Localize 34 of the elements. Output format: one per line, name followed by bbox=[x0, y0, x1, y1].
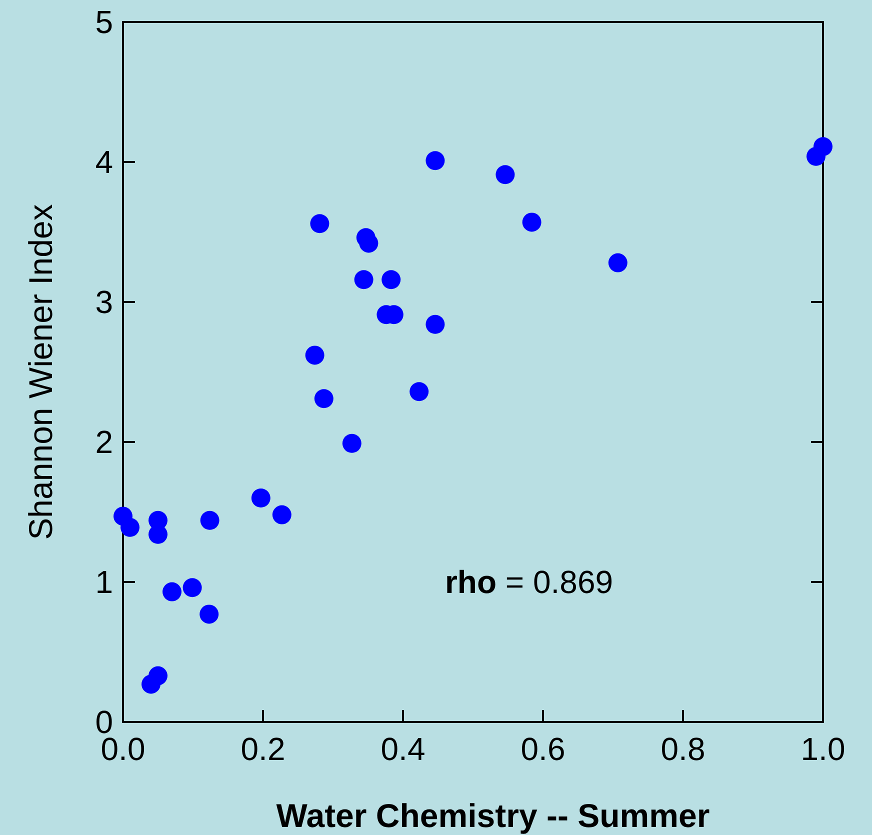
y-axis-title: Shannon Wiener Index bbox=[22, 204, 59, 540]
point bbox=[814, 137, 832, 156]
y-tick-label: 3 bbox=[95, 284, 113, 320]
point bbox=[382, 270, 401, 290]
point bbox=[120, 518, 140, 537]
point bbox=[200, 604, 219, 624]
point bbox=[251, 488, 270, 508]
x-tick-label: 0.8 bbox=[660, 731, 706, 767]
point bbox=[354, 270, 374, 290]
x-tick-label: 0.2 bbox=[240, 731, 286, 767]
point bbox=[608, 253, 628, 272]
point bbox=[342, 434, 362, 453]
x-axis-title: Water Chemistry -- Summer bbox=[276, 797, 710, 834]
point bbox=[410, 382, 429, 402]
point bbox=[182, 578, 202, 598]
point bbox=[162, 582, 182, 602]
point bbox=[272, 505, 292, 524]
y-tick-label: 1 bbox=[95, 564, 113, 600]
point bbox=[200, 510, 220, 530]
point bbox=[314, 389, 334, 408]
x-tick-label: 0.4 bbox=[380, 731, 426, 767]
annotation: rho = 0.869 bbox=[444, 564, 614, 600]
point bbox=[426, 314, 445, 334]
point bbox=[496, 165, 515, 184]
point bbox=[148, 666, 168, 686]
y-tick-label: 2 bbox=[95, 424, 113, 460]
point bbox=[305, 346, 324, 365]
y-tick-label: 5 bbox=[95, 4, 113, 40]
point bbox=[522, 212, 542, 232]
x-tick-label: 0.6 bbox=[520, 731, 566, 767]
y-tick-label: 4 bbox=[95, 144, 113, 180]
point bbox=[426, 151, 445, 170]
x-tick-label: 1.0 bbox=[800, 731, 846, 767]
point bbox=[310, 214, 330, 234]
